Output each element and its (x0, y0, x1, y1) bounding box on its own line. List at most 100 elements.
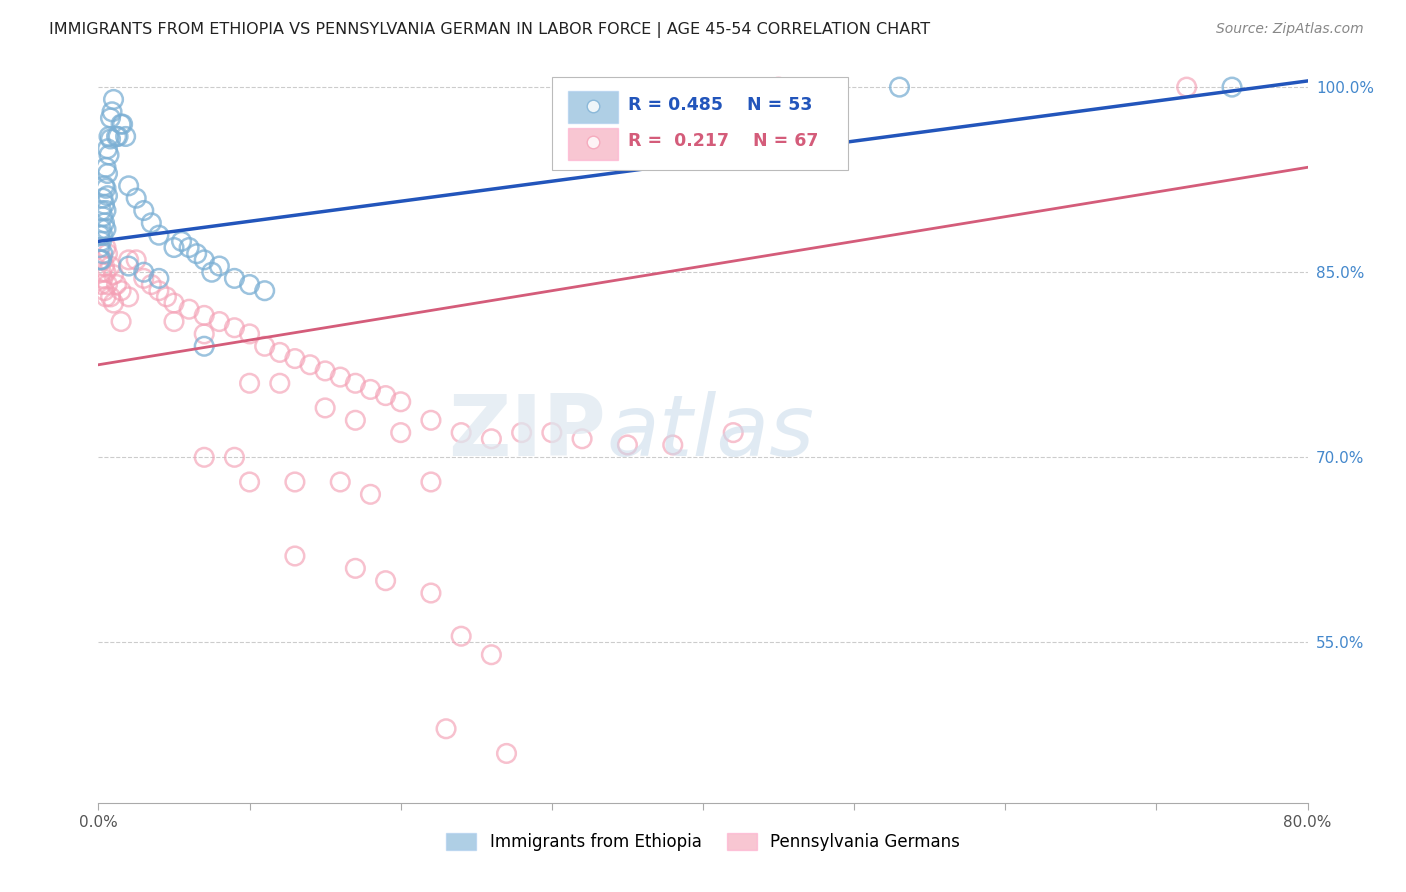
Text: IMMIGRANTS FROM ETHIOPIA VS PENNSYLVANIA GERMAN IN LABOR FORCE | AGE 45-54 CORRE: IMMIGRANTS FROM ETHIOPIA VS PENNSYLVANIA… (49, 22, 931, 38)
Point (889, 80, 911, 95)
Point (389, 425, 412, 440)
Point (344, 561, 367, 575)
Point (132, 271, 155, 285)
Point (91, 210, 114, 224)
Point (125, 191, 148, 205)
Point (91, 191, 114, 205)
Point (179, 241, 201, 255)
Point (94, 181, 117, 195)
Point (148, 228, 170, 243)
FancyBboxPatch shape (568, 91, 619, 123)
Point (179, 302, 201, 317)
Point (96, 246, 118, 260)
Point (100, 132, 122, 146)
Point (450, 425, 472, 440)
Point (94, 222, 117, 236)
Point (269, 345, 291, 359)
Point (110, 284, 132, 298)
Point (100, 111, 122, 125)
Point (510, 425, 533, 440)
Point (239, 376, 262, 391)
Point (94, 161, 117, 175)
Point (450, 629, 472, 643)
Point (208, 315, 231, 329)
Point (1175, 80, 1198, 95)
Point (344, 376, 367, 391)
Text: R =  0.217    N = 67: R = 0.217 N = 67 (628, 132, 818, 150)
Point (132, 265, 155, 279)
Point (90, 265, 112, 279)
Point (768, 80, 790, 95)
Point (193, 326, 215, 341)
Text: Source: ZipAtlas.com: Source: ZipAtlas.com (1216, 22, 1364, 37)
Point (91, 228, 114, 243)
Point (723, 425, 745, 440)
Point (94, 265, 117, 279)
Point (420, 586, 443, 600)
Point (96, 188, 118, 202)
Point (186, 246, 208, 260)
Point (616, 438, 638, 452)
Point (100, 290, 122, 304)
Point (163, 315, 186, 329)
Point (1220, 80, 1243, 95)
Text: R = 0.485    N = 53: R = 0.485 N = 53 (628, 95, 813, 113)
Point (90, 222, 112, 236)
Point (91, 252, 114, 267)
Point (239, 277, 262, 292)
Point (571, 432, 593, 446)
FancyBboxPatch shape (551, 78, 848, 169)
Point (239, 475, 262, 489)
Point (420, 413, 443, 427)
Point (224, 450, 246, 465)
Point (374, 389, 396, 403)
Point (93, 216, 115, 230)
Legend: Immigrants from Ethiopia, Pennsylvania Germans: Immigrants from Ethiopia, Pennsylvania G… (440, 826, 966, 857)
Point (170, 235, 193, 249)
Point (96, 277, 118, 292)
Point (118, 290, 141, 304)
Point (299, 358, 322, 372)
Point (91, 271, 114, 285)
Point (94, 290, 117, 304)
Point (253, 284, 276, 298)
Point (329, 370, 352, 384)
Point (389, 394, 412, 409)
Point (103, 268, 125, 282)
Point (269, 376, 291, 391)
Point (107, 129, 129, 144)
Point (661, 438, 683, 452)
Point (100, 259, 122, 273)
Point (96, 142, 118, 156)
Point (105, 277, 128, 292)
Point (111, 117, 134, 131)
Point (253, 339, 276, 353)
Point (344, 413, 367, 427)
Point (374, 574, 396, 588)
Point (91, 246, 114, 260)
Point (201, 265, 224, 279)
Point (125, 252, 148, 267)
Point (148, 271, 170, 285)
Point (481, 432, 503, 446)
Point (114, 129, 136, 144)
Point (193, 252, 215, 267)
Point (434, 722, 457, 736)
Point (284, 549, 307, 563)
Point (481, 648, 503, 662)
Point (105, 129, 128, 144)
Point (141, 277, 163, 292)
Point (90, 235, 112, 249)
Point (103, 93, 125, 107)
Point (360, 383, 382, 397)
Point (420, 475, 443, 489)
Point (163, 296, 186, 310)
Point (193, 450, 215, 465)
Point (193, 309, 215, 323)
Point (90, 277, 112, 292)
Point (93, 284, 115, 298)
Point (89, 228, 111, 243)
FancyBboxPatch shape (568, 128, 619, 161)
Point (98, 129, 121, 144)
Point (163, 241, 186, 255)
